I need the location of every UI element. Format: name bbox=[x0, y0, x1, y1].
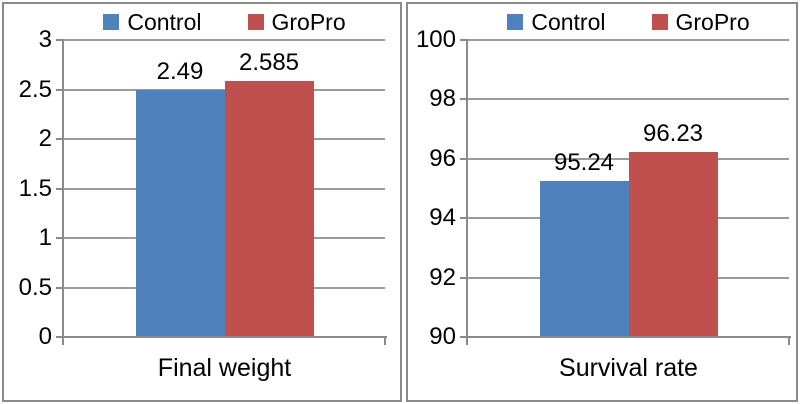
bar-gropro bbox=[224, 81, 314, 337]
bar-value-label: 96.23 bbox=[642, 119, 704, 147]
y-tick-mark bbox=[56, 187, 64, 190]
y-tick-mark bbox=[460, 39, 468, 41]
legend-item-control: Control bbox=[507, 8, 606, 36]
y-tick-label: 0.5 bbox=[18, 273, 52, 301]
legend-label: Control bbox=[531, 9, 606, 35]
gridline bbox=[468, 98, 789, 101]
y-tick-label: 2.5 bbox=[18, 75, 52, 103]
x-axis-line bbox=[56, 336, 387, 338]
legend-swatch-control-icon bbox=[507, 14, 524, 30]
legend-label: GroPro bbox=[271, 9, 346, 35]
x-axis-end-tick bbox=[384, 337, 386, 345]
bar-gropro bbox=[628, 151, 718, 337]
bar-value-label: 95.24 bbox=[553, 149, 615, 177]
y-tick-label: 94 bbox=[429, 204, 456, 232]
y-tick-mark bbox=[460, 157, 468, 160]
bar-control bbox=[135, 90, 225, 337]
y-tick-label: 0 bbox=[38, 323, 52, 350]
gridline bbox=[468, 39, 789, 41]
y-tick-label: 98 bbox=[429, 85, 456, 113]
y-tick-mark bbox=[460, 276, 468, 279]
legend-swatch-gropro-icon bbox=[651, 14, 668, 30]
legend-swatch-control-icon bbox=[103, 14, 120, 30]
y-tick-mark bbox=[56, 138, 64, 140]
x-axis-end-tick bbox=[788, 337, 790, 345]
x-axis-line bbox=[460, 336, 791, 338]
y-axis-line bbox=[466, 40, 468, 345]
y-tick-mark bbox=[56, 237, 64, 239]
y-tick-label: 90 bbox=[429, 323, 456, 350]
y-tick-mark bbox=[56, 88, 64, 91]
legend-swatch-gropro-icon bbox=[247, 14, 264, 30]
category-axis-label: Survival rate bbox=[559, 354, 698, 382]
category-axis-label: Final weight bbox=[157, 354, 292, 382]
gridline bbox=[64, 39, 385, 41]
y-tick-label: 100 bbox=[415, 26, 456, 53]
bar-value-label: 2.585 bbox=[238, 49, 300, 77]
y-tick-label: 92 bbox=[429, 263, 456, 291]
y-tick-label: 1.5 bbox=[18, 174, 52, 202]
bar-control bbox=[539, 181, 629, 337]
y-axis-line bbox=[62, 40, 64, 345]
y-tick-mark bbox=[460, 217, 468, 220]
y-tick-label: 96 bbox=[429, 144, 456, 172]
legend-item-gropro: GroPro bbox=[651, 8, 750, 36]
legend-label: Control bbox=[127, 9, 202, 35]
legend-label: GroPro bbox=[675, 9, 750, 35]
legend: Control GroPro bbox=[468, 8, 789, 36]
legend-item-gropro: GroPro bbox=[247, 8, 346, 36]
y-tick-label: 2 bbox=[38, 125, 52, 152]
y-tick-label: 3 bbox=[38, 26, 52, 53]
y-tick-mark bbox=[56, 286, 64, 289]
bar-value-label: 2.49 bbox=[156, 58, 204, 86]
y-tick-mark bbox=[56, 39, 64, 41]
y-tick-label: 1 bbox=[38, 224, 52, 251]
legend-item-control: Control bbox=[103, 8, 202, 36]
chart-panel-final-weight: Control GroPro 0 0.5 1 1.5 2 2.5 3 2.49 2.585 Final… bbox=[2, 2, 402, 402]
y-tick-mark bbox=[460, 98, 468, 101]
chart-panel-survival-rate: Control GroPro 90 92 94 96 98 100 95.24 96.23 Surv… bbox=[406, 2, 798, 402]
legend: Control GroPro bbox=[64, 8, 385, 36]
